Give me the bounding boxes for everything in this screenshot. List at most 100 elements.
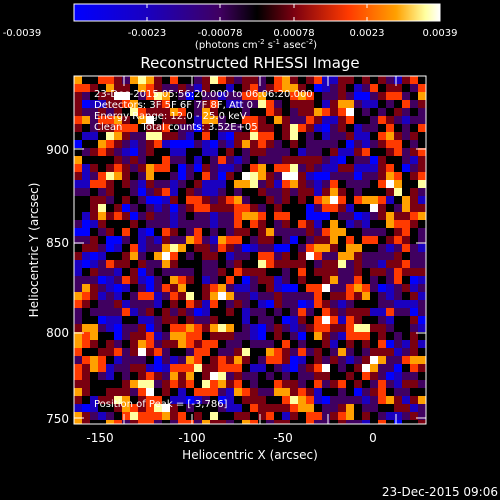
heatmap-cell [346,196,354,204]
heatmap-cell [162,412,170,420]
heatmap-cell [258,228,266,236]
heatmap-cell [354,164,362,172]
heatmap-cell [234,316,242,324]
heatmap-cell [98,292,106,300]
heatmap-cell [242,84,250,92]
heatmap-cell [130,244,138,252]
heatmap-cell [370,276,378,284]
heatmap-cell [314,92,322,100]
heatmap-cell [298,332,306,340]
heatmap-cell [146,92,154,100]
heatmap-cell [314,332,322,340]
heatmap-cell [186,412,194,420]
heatmap-cell [90,172,98,180]
heatmap-cell [298,308,306,316]
heatmap-cell [322,292,330,300]
colorbar-units-label: (photons cm-2 s-1 asec-2) [195,38,317,51]
heatmap-cell [122,356,130,364]
heatmap-cell [290,388,298,396]
heatmap-cell [266,220,274,228]
heatmap-cell [298,228,306,236]
heatmap-cell [90,380,98,388]
heatmap-cell [346,100,354,108]
heatmap-cell [394,396,402,404]
heatmap-cell [162,156,170,164]
heatmap-cell [370,204,378,212]
heatmap-cell [90,284,98,292]
heatmap-cell [418,396,426,404]
heatmap-cell [322,244,330,252]
heatmap-cell [338,412,346,420]
heatmap-cell [362,340,370,348]
heatmap-cell [194,220,202,228]
heatmap-cell [162,148,170,156]
heatmap-cell [314,252,322,260]
heatmap-cell [250,284,258,292]
heatmap-cell [402,332,410,340]
heatmap-cell [74,252,82,260]
heatmap-cell [154,308,162,316]
heatmap-cell [98,324,106,332]
heatmap-cell [370,228,378,236]
heatmap-cell [362,188,370,196]
heatmap-cell [378,204,386,212]
heatmap-cell [394,348,402,356]
heatmap-cell [290,172,298,180]
heatmap-cell [162,356,170,364]
heatmap-cell [170,308,178,316]
heatmap-cell [282,364,290,372]
heatmap-cell [370,252,378,260]
heatmap-cell [210,412,218,420]
heatmap-cell [82,308,90,316]
heatmap-cell [98,236,106,244]
heatmap-cell [370,324,378,332]
heatmap-cell [186,372,194,380]
heatmap-cell [410,268,418,276]
heatmap-cell [242,220,250,228]
heatmap-cell [370,292,378,300]
heatmap-cell [330,76,338,84]
heatmap-cell [322,260,330,268]
heatmap-cell [354,316,362,324]
heatmap-cell [154,252,162,260]
heatmap-cell [290,276,298,284]
heatmap-cell [186,116,194,124]
heatmap-cell [290,308,298,316]
heatmap-cell [122,276,130,284]
heatmap-cell [282,92,290,100]
heatmap-cell [258,92,266,100]
heatmap-cell [210,420,218,424]
heatmap-cell [74,180,82,188]
heatmap-cell [170,204,178,212]
heatmap-cell [194,388,202,396]
heatmap-cell [178,140,186,148]
heatmap-cell [146,332,154,340]
heatmap-cell [226,84,234,92]
heatmap-cell [306,132,314,140]
heatmap-cell [146,212,154,220]
heatmap-cell [370,196,378,204]
heatmap-cell [346,212,354,220]
heatmap-cell [346,356,354,364]
heatmap-cell [178,388,186,396]
heatmap-cell [362,236,370,244]
heatmap-cell [362,284,370,292]
heatmap-cell [90,412,98,420]
heatmap-cell [354,84,362,92]
x-tick-label: -100 [178,431,205,445]
heatmap-cell [266,356,274,364]
heatmap-cell [402,308,410,316]
heatmap-cell [98,172,106,180]
heatmap-cell [402,92,410,100]
heatmap-cell [418,236,426,244]
heatmap-cell [290,212,298,220]
heatmap-cell [234,396,242,404]
heatmap-cell [242,76,250,84]
heatmap-cell [178,244,186,252]
heatmap-cell [242,124,250,132]
heatmap-cell [234,132,242,140]
heatmap-cell [178,396,186,404]
heatmap-cell [186,196,194,204]
heatmap-cell [282,276,290,284]
heatmap-cell [138,332,146,340]
